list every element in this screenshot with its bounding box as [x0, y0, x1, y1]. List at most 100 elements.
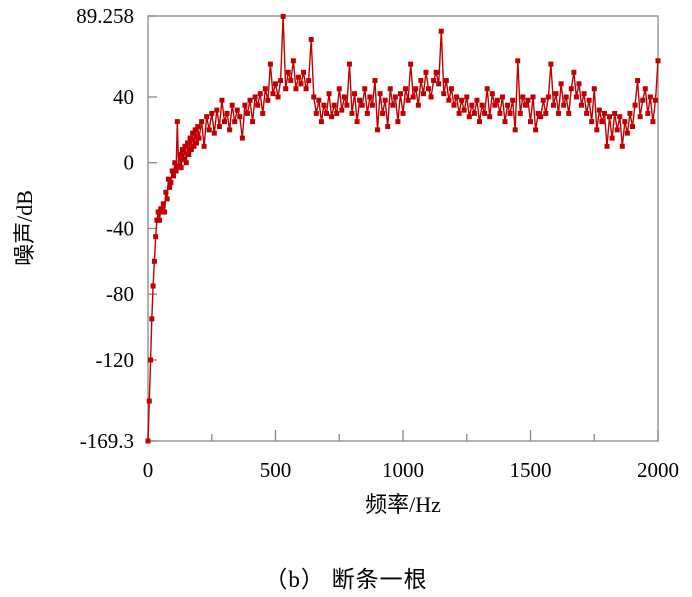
data-point [596, 107, 602, 113]
data-point [390, 102, 396, 108]
data-point [149, 316, 155, 322]
data-point [201, 143, 207, 149]
data-point [192, 127, 198, 133]
noise-spectrum-chart: 89.258 40 0 -40 -80 -120 -169.3 0 500 1000 1500 20… [12, 4, 679, 517]
data-point [461, 107, 467, 113]
data-point [645, 110, 651, 116]
data-point [252, 94, 258, 100]
data-point [295, 74, 301, 80]
data-point [209, 110, 215, 116]
data-point [162, 209, 168, 215]
data-point [206, 127, 212, 133]
data-point [489, 91, 495, 97]
data-point [211, 130, 217, 136]
data-point [229, 102, 235, 108]
data-point [436, 81, 442, 87]
data-point [499, 94, 505, 100]
data-point [367, 94, 373, 100]
x-tick-label: 1000 [382, 458, 424, 482]
y-tick-label: 40 [113, 85, 134, 109]
data-point [257, 91, 263, 97]
y-tick-label: -80 [106, 282, 134, 306]
data-point [224, 110, 230, 116]
data-point [408, 61, 414, 67]
y-axis: 89.258 40 0 -40 -80 -120 -169.3 [76, 4, 157, 453]
data-point [525, 97, 531, 103]
data-point [385, 124, 391, 130]
data-point [262, 86, 268, 92]
data-point [431, 78, 437, 84]
data-point [405, 97, 411, 103]
data-point [535, 110, 541, 116]
data-point [341, 94, 347, 100]
data-point [484, 86, 490, 92]
data-point [420, 91, 426, 97]
plot-frame [147, 15, 659, 442]
data-point [647, 94, 653, 100]
data-point [190, 130, 196, 136]
data-point [293, 86, 299, 92]
data-point [234, 107, 240, 113]
data-point [469, 102, 475, 108]
data-point [487, 114, 493, 120]
data-point [438, 28, 444, 34]
data-point [507, 110, 513, 116]
data-point [410, 94, 416, 100]
data-point [193, 140, 199, 146]
data-point [545, 94, 551, 100]
data-point [318, 119, 324, 125]
data-point [400, 110, 406, 116]
data-point [492, 102, 498, 108]
data-point [630, 124, 635, 130]
data-point [497, 110, 503, 116]
data-point [624, 130, 630, 136]
data-point [242, 102, 248, 108]
data-point [558, 81, 564, 87]
data-point [165, 176, 171, 182]
data-point [196, 135, 202, 141]
data-point [326, 91, 332, 97]
data-point [288, 78, 294, 84]
data-point [313, 110, 319, 116]
x-tick-label: 500 [260, 458, 292, 482]
data-point [285, 69, 291, 75]
data-point [275, 94, 281, 100]
data-point [617, 114, 623, 120]
data-point [515, 58, 521, 64]
data-point [160, 201, 166, 207]
data-point [517, 110, 523, 116]
data-point [150, 283, 156, 289]
data-point [387, 86, 393, 92]
data-point [428, 94, 434, 100]
data-point [415, 102, 421, 108]
data-point [179, 147, 185, 153]
data-point [153, 234, 159, 240]
data-point [324, 110, 329, 116]
data-point [148, 357, 154, 363]
data-point [471, 110, 477, 116]
data-point [622, 119, 628, 125]
data-point [173, 168, 179, 174]
data-point [561, 102, 567, 108]
data-point [186, 151, 192, 157]
y-tick-label: -40 [106, 216, 134, 240]
data-point [303, 86, 309, 92]
data-point [181, 156, 187, 162]
data-point [214, 107, 220, 113]
data-point [568, 86, 574, 92]
data-point [354, 119, 360, 125]
data-point [635, 78, 641, 84]
data-point [156, 217, 162, 223]
data-point [167, 184, 173, 190]
data-point [164, 196, 170, 202]
data-point [154, 217, 160, 223]
data-point [392, 94, 398, 100]
data-point [255, 102, 261, 108]
data-point [627, 110, 633, 116]
data-point [576, 81, 582, 87]
data-point [244, 110, 250, 116]
data-point [538, 114, 544, 120]
data-point [520, 94, 526, 100]
data-point [607, 114, 613, 120]
data-point [364, 110, 370, 116]
